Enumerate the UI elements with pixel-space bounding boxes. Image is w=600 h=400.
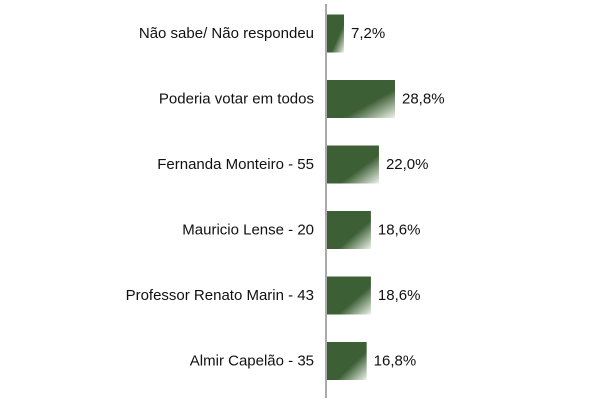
chart-marks: Não sabe/ Não respondeu 7,2% Poderia votar… (126, 14, 445, 380)
category-label: Mauricio Lense - 20 (182, 222, 314, 239)
bar (327, 211, 371, 249)
bar (327, 145, 379, 184)
value-label: 18,6% (378, 287, 421, 304)
category-label: Almir Capelão - 35 (190, 353, 314, 370)
category-label: Não sabe/ Não respondeu (139, 25, 314, 42)
value-label: 22,0% (386, 156, 429, 173)
category-label: Poderia votar em todos (159, 91, 314, 108)
value-label: 7,2% (351, 25, 385, 42)
bar (327, 276, 371, 315)
value-label: 28,8% (402, 91, 445, 108)
bar (327, 80, 395, 118)
value-label: 18,6% (378, 222, 421, 239)
bar (327, 14, 344, 53)
category-label: Professor Renato Marin - 43 (126, 287, 314, 304)
bar (327, 342, 367, 380)
value-label: 16,8% (374, 353, 417, 370)
category-label: Fernanda Monteiro - 55 (157, 156, 314, 173)
